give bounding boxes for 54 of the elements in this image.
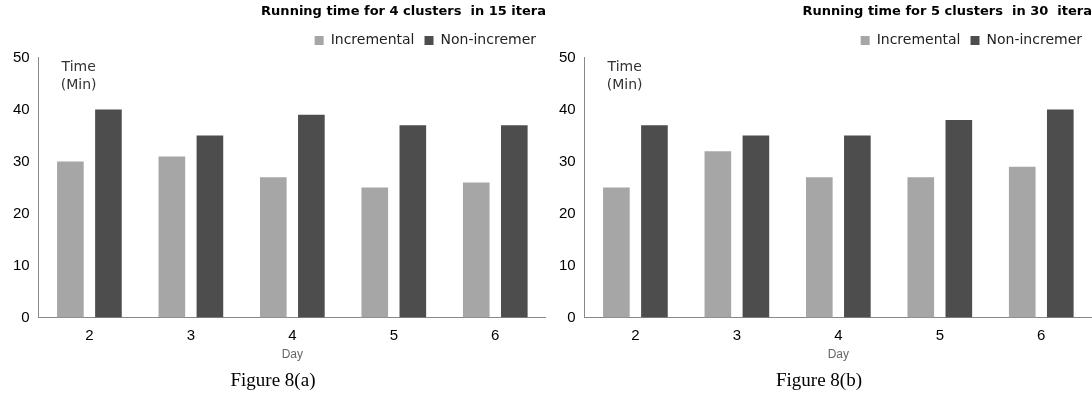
bar (907, 177, 935, 318)
x-tick-label: 3 (186, 325, 196, 343)
x-tick-label: 3 (732, 325, 742, 343)
y-tick-label: 40 (13, 99, 30, 117)
bar (1046, 109, 1074, 318)
y-tick-label: 10 (559, 255, 576, 273)
bar (844, 135, 871, 318)
bar (500, 125, 528, 318)
y-axis-title: Time (Min) (60, 58, 97, 93)
legend-label: Incremental (876, 31, 961, 48)
y-tick-label: 30 (13, 151, 30, 169)
chart-title: Running time for 5 clusters in 30 itera (802, 3, 1092, 19)
x-tick-label: 6 (1037, 325, 1046, 343)
x-axis-title: Day (281, 347, 304, 362)
bar (603, 187, 630, 318)
bar (260, 177, 287, 318)
x-tick-label: 4 (834, 325, 843, 343)
legend-label: Non-incremer (986, 31, 1083, 48)
y-tick-label: 40 (559, 99, 576, 117)
x-axis-title: Day (827, 347, 850, 362)
bar (1008, 166, 1036, 318)
x-tick-label: 2 (631, 325, 640, 343)
y-axis-title: Time (Min) (606, 58, 643, 93)
bar (399, 125, 427, 318)
y-tick-label: 50 (13, 47, 30, 65)
bar (742, 135, 770, 318)
y-tick-label: 0 (567, 307, 576, 325)
x-tick-label: 2 (85, 325, 94, 343)
bar (704, 151, 732, 318)
chart-title: Running time for 4 clusters in 15 itera (261, 3, 546, 19)
bar (462, 182, 490, 318)
x-tick-label: 5 (389, 325, 398, 343)
y-tick-label: 10 (13, 255, 30, 273)
bar (57, 161, 84, 318)
x-tick-label: 5 (935, 325, 944, 343)
bar (806, 177, 833, 318)
y-tick-label: 20 (559, 203, 576, 221)
bar (945, 120, 973, 318)
bar (95, 109, 122, 318)
y-tick-label: 30 (559, 151, 576, 169)
y-tick-label: 50 (559, 47, 576, 65)
bar (361, 187, 389, 318)
y-tick-label: 20 (13, 203, 30, 221)
bar (641, 125, 668, 318)
caption: Figure 8(a) (229, 368, 317, 392)
bar (196, 135, 224, 318)
bar (298, 114, 325, 318)
x-tick-label: 6 (491, 325, 500, 343)
y-tick-label: 0 (21, 307, 30, 325)
bar (158, 156, 186, 318)
legend-label: Incremental (330, 31, 415, 48)
legend-label: Non-incremer (440, 31, 537, 48)
x-tick-label: 4 (288, 325, 297, 343)
caption: Figure 8(b) (775, 368, 863, 392)
